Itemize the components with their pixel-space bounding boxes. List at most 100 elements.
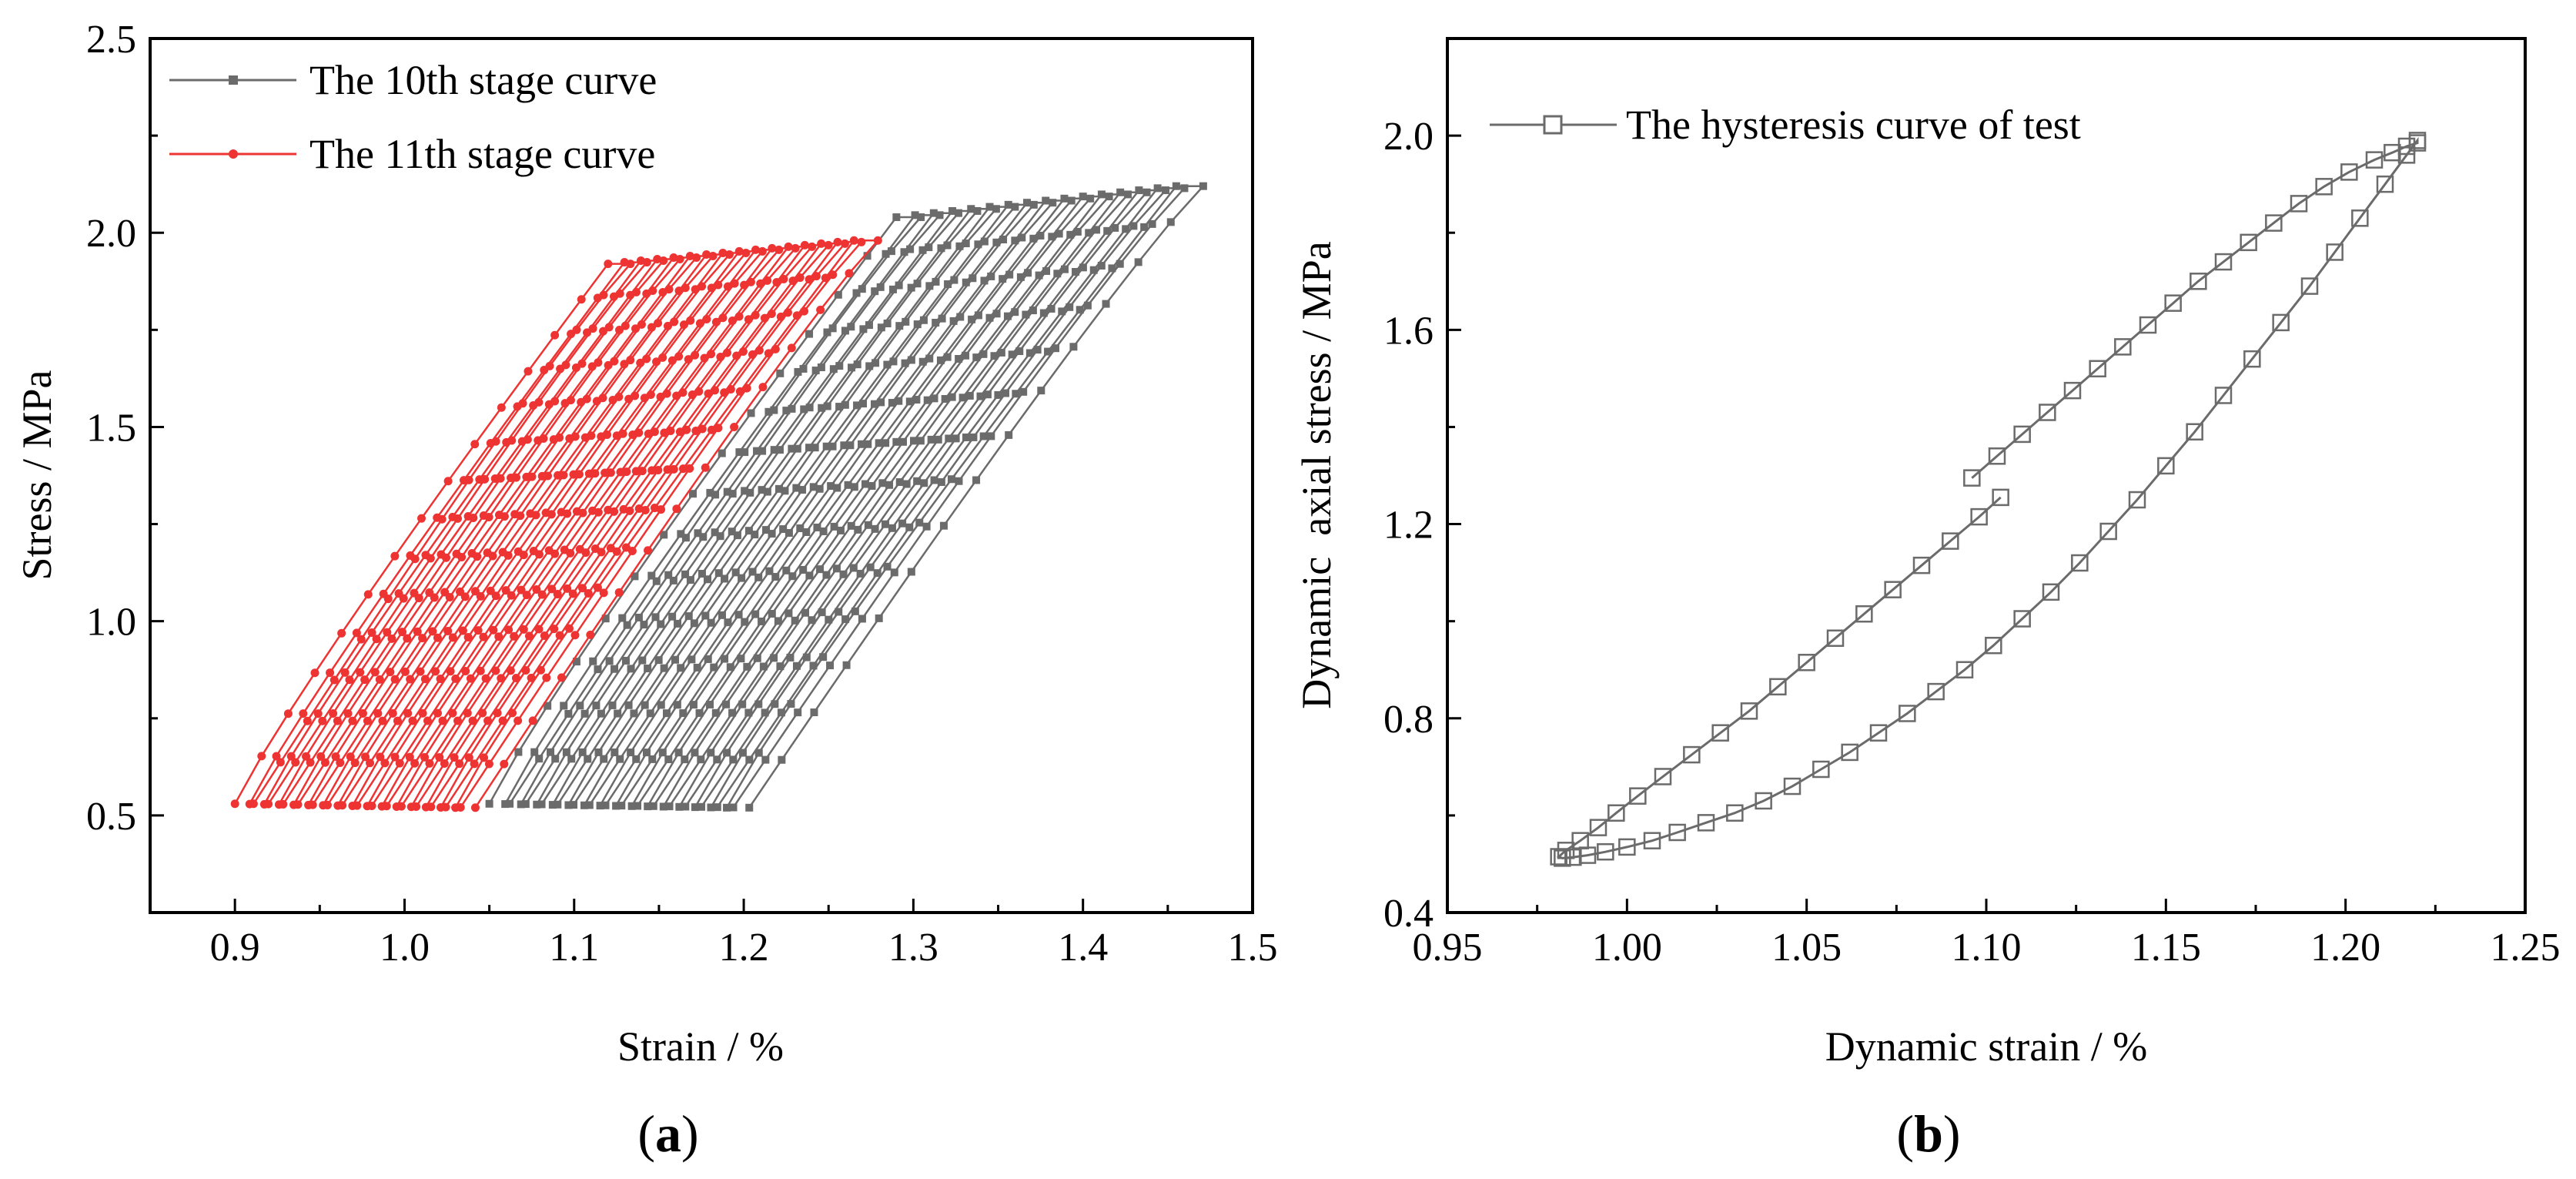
data-point: [902, 317, 910, 326]
data-point: [685, 464, 694, 473]
data-point: [792, 311, 801, 320]
data-point: [289, 800, 299, 809]
data-point: [1069, 343, 1078, 351]
data-point: [889, 357, 898, 366]
data-point: [2315, 178, 2333, 196]
data-point: [918, 357, 927, 366]
data-point: [1035, 271, 1043, 280]
data-point: [514, 547, 523, 556]
data-point: [1085, 229, 1093, 237]
cycle-line: [278, 258, 682, 806]
data-point: [1005, 430, 1013, 439]
data-point: [697, 755, 705, 764]
data-point: [955, 242, 964, 250]
data-point: [601, 468, 610, 477]
data-point: [398, 628, 407, 637]
data-point: [778, 755, 786, 764]
data-point: [418, 708, 427, 718]
data-point: [2128, 491, 2146, 509]
series-11th-stage: [230, 236, 882, 812]
data-point: [283, 709, 293, 718]
data-point: [550, 330, 560, 340]
data-point: [597, 432, 606, 441]
data-point: [691, 749, 699, 757]
data-point: [440, 588, 450, 597]
data-point: [2300, 277, 2319, 295]
data-point: [619, 504, 628, 514]
data-point: [2063, 381, 2082, 400]
data-point: [679, 320, 688, 330]
data-point: [1963, 469, 1981, 487]
data-point: [892, 437, 901, 446]
data-point: [723, 282, 732, 291]
data-point: [510, 510, 520, 519]
data-point: [616, 755, 624, 763]
data-point: [1060, 265, 1069, 273]
data-point: [524, 367, 533, 376]
data-point: [819, 653, 828, 662]
data-point: [952, 434, 960, 443]
data-point: [775, 446, 784, 454]
data-point: [714, 424, 723, 433]
data-point: [873, 569, 882, 578]
data-point: [378, 716, 387, 725]
data-point: [675, 802, 684, 811]
data-point: [865, 362, 874, 370]
data-point: [787, 700, 795, 708]
data-point: [2139, 316, 2157, 334]
panel-a-ticks: 0.9 1.0 1.1 1.2 1.3 1.4 1.5 0.5 1.0 1.5 2.0 2.5: [86, 18, 1278, 970]
data-point: [363, 716, 372, 725]
data-point: [634, 504, 644, 513]
data-point: [1042, 196, 1050, 205]
data-point: [779, 525, 788, 534]
data-point: [809, 483, 818, 491]
data-point: [720, 388, 729, 397]
data-point: [1073, 227, 1082, 236]
data-point: [791, 243, 800, 253]
data-point: [858, 615, 866, 623]
data-point: [1076, 306, 1084, 314]
data-point: [534, 625, 544, 634]
data-point: [2164, 294, 2182, 312]
data-point: [830, 522, 838, 531]
data-point: [684, 355, 693, 364]
data-point: [684, 612, 693, 621]
data-point: [728, 317, 737, 326]
data-point: [421, 551, 430, 560]
panel-a-y-tick-label: 1.0: [86, 601, 136, 645]
panel-b-plot-frame: [1446, 37, 2527, 914]
data-point: [1557, 842, 1575, 859]
data-point: [718, 611, 726, 619]
data-point: [935, 211, 944, 219]
data-point: [882, 439, 890, 447]
data-point: [681, 755, 689, 764]
data-point: [2214, 387, 2233, 404]
data-point: [916, 437, 925, 445]
data-point: [802, 528, 811, 536]
cycle-line: [710, 187, 1187, 809]
panel-a-x-tick-label: 1.4: [1058, 926, 1108, 970]
panel-b-legend: The hysteresis curve of test: [1490, 102, 2081, 148]
data-point: [1052, 344, 1060, 353]
panel-b-x-tick-label: 1.15: [2131, 926, 2201, 970]
data-point: [1097, 262, 1106, 270]
cycle-line: [725, 185, 1206, 809]
data-point: [671, 655, 680, 664]
data-point: [847, 323, 855, 331]
data-point: [337, 628, 346, 638]
data-point: [627, 749, 635, 757]
data-point: [604, 260, 613, 269]
data-point: [754, 573, 763, 581]
data-point: [316, 752, 326, 761]
data-point: [451, 803, 460, 812]
data-point: [888, 399, 896, 407]
data-point: [580, 433, 590, 442]
cycle-line: [381, 247, 798, 807]
data-point: [592, 397, 601, 406]
panel-b-y-tick-label: 0.4: [1383, 892, 1434, 936]
data-point: [476, 666, 485, 675]
data-point: [888, 285, 897, 293]
data-point: [801, 608, 810, 617]
panel-b-y-tick-label: 0.8: [1383, 698, 1434, 742]
data-point: [856, 569, 865, 578]
